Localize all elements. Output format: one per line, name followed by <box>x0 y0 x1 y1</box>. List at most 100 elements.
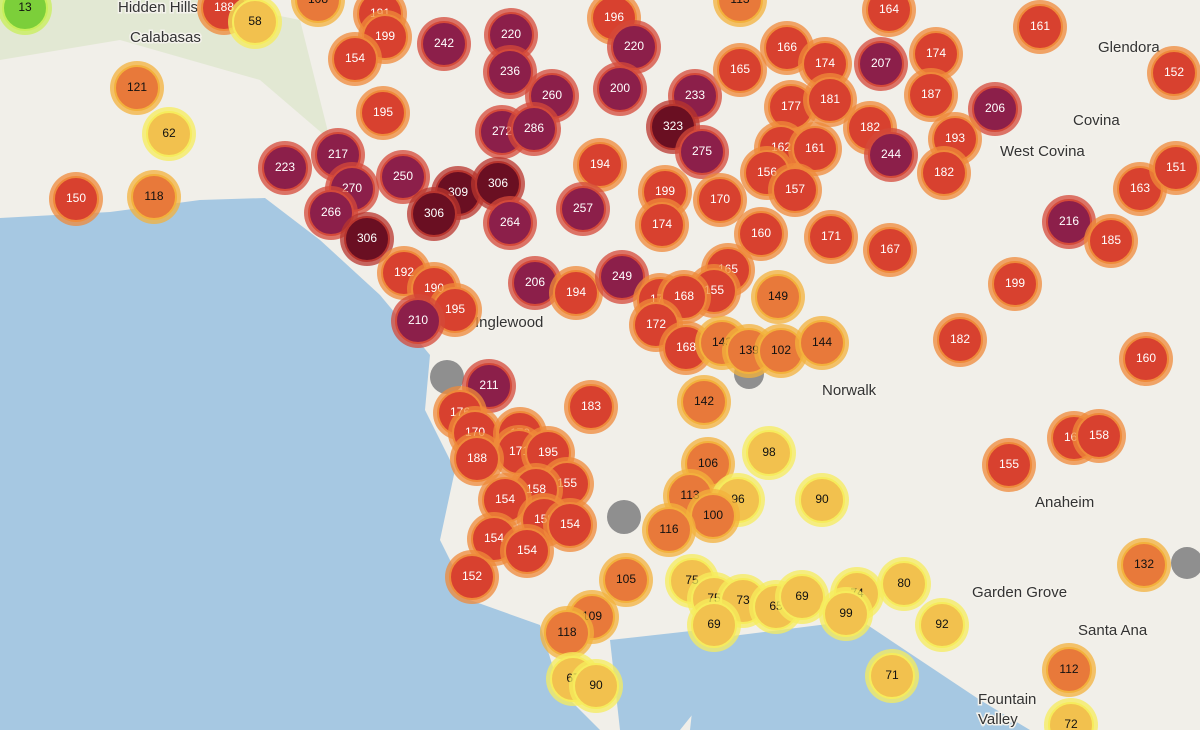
marker-circle <box>1046 199 1092 245</box>
marker-value: 220 <box>501 27 521 41</box>
aqi-marker: 100 <box>686 489 740 543</box>
marker-value: 163 <box>1130 181 1150 195</box>
aqi-marker: 13 <box>0 0 52 35</box>
marker-value: 236 <box>500 64 520 78</box>
marker-value: 286 <box>524 121 544 135</box>
marker-value: 207 <box>871 56 891 70</box>
marker-value: 168 <box>676 340 696 354</box>
marker-circle <box>232 0 278 45</box>
marker-value: 195 <box>373 105 393 119</box>
marker-circle <box>411 191 457 237</box>
marker-circle <box>53 176 99 222</box>
marker-value: 161 <box>805 141 825 155</box>
marker-circle <box>869 653 915 699</box>
marker-value: 171 <box>821 229 841 243</box>
marker-circle <box>919 602 965 648</box>
marker-value: 116 <box>659 522 678 536</box>
marker-circle <box>881 561 927 607</box>
marker-circle <box>573 663 619 709</box>
aqi-marker: 132 <box>1117 538 1171 592</box>
marker-circle <box>823 591 869 637</box>
marker-value: 260 <box>542 88 562 102</box>
place-label: Garden Grove <box>972 584 1067 601</box>
aqi-marker: 98 <box>742 426 796 480</box>
marker-value: 158 <box>526 482 546 496</box>
aqi-marker: 142 <box>677 375 731 429</box>
marker-value: 160 <box>751 226 771 240</box>
marker-value: 199 <box>375 29 395 43</box>
marker-value: 166 <box>777 40 797 54</box>
marker-circle <box>262 145 308 191</box>
marker-value: 62 <box>162 126 176 140</box>
marker-circle <box>131 174 177 220</box>
aqi-marker: 210 <box>391 294 445 348</box>
marker-circle <box>560 186 606 232</box>
marker-value: 249 <box>612 269 632 283</box>
aqi-marker: 183 <box>564 380 618 434</box>
aqi-marker: 160 <box>1119 332 1173 386</box>
aqi-marker: 62 <box>142 107 196 161</box>
aqi-marker: 90 <box>569 659 623 713</box>
aqi-marker: 69 <box>687 598 741 652</box>
aqi-marker: 116 <box>642 503 696 557</box>
marker-value: 98 <box>762 445 776 459</box>
no-data-marker <box>607 500 641 534</box>
aqi-marker: 250 <box>376 150 430 204</box>
marker-value: 200 <box>610 81 630 95</box>
aqi-marker: 244 <box>864 128 918 182</box>
aqi-marker: 188 <box>450 432 504 486</box>
marker-circle <box>921 150 967 196</box>
marker-value: 58 <box>248 14 262 28</box>
marker-circle <box>487 200 533 246</box>
marker-value: 165 <box>730 62 750 76</box>
marker-circle <box>799 320 845 366</box>
marker-value: 182 <box>934 165 954 179</box>
marker-circle <box>679 129 725 175</box>
marker-value: 154 <box>517 543 537 557</box>
marker-value: 100 <box>703 508 723 522</box>
marker-value: 199 <box>1005 276 1025 290</box>
marker-circle <box>577 142 623 188</box>
marker-value: 142 <box>694 394 714 408</box>
marker-value: 172 <box>646 317 666 331</box>
marker-circle <box>746 430 792 476</box>
marker-value: 154 <box>560 517 580 531</box>
place-label: Fountain Valley <box>978 691 1036 728</box>
marker-value: 155 <box>999 457 1019 471</box>
aqi-marker: 182 <box>917 146 971 200</box>
aqi-marker: 257 <box>556 182 610 236</box>
marker-value: 90 <box>815 492 829 506</box>
aqi-marker: 154 <box>500 524 554 578</box>
aqi-marker: 113 <box>713 0 767 27</box>
place-label: Santa Ana <box>1078 622 1148 639</box>
marker-value: 92 <box>935 617 949 631</box>
inactive-markers <box>430 359 1200 579</box>
aqi-marker: 160 <box>734 207 788 261</box>
aqi-marker: 150 <box>49 172 103 226</box>
marker-circle <box>772 167 818 213</box>
marker-value: 80 <box>897 576 911 590</box>
marker-value: 177 <box>781 99 801 113</box>
marker-value: 105 <box>616 572 636 586</box>
marker-circle <box>568 384 614 430</box>
marker-value: 306 <box>424 206 444 220</box>
place-label: Glendora <box>1098 39 1160 56</box>
marker-circle <box>937 317 983 363</box>
marker-value: 216 <box>1059 214 1079 228</box>
aqi-marker: 144 <box>795 316 849 370</box>
marker-circle <box>1048 702 1094 730</box>
marker-value: 323 <box>663 119 683 133</box>
marker-circle <box>421 21 467 67</box>
marker-value: 154 <box>495 492 515 506</box>
marker-circle <box>295 0 341 23</box>
aqi-marker: 105 <box>599 553 653 607</box>
marker-value: 183 <box>581 399 601 413</box>
aqi-marker: 167 <box>863 223 917 277</box>
marker-circle <box>866 0 912 33</box>
marker-circle <box>449 554 495 600</box>
marker-circle <box>858 41 904 87</box>
ocean-south <box>690 620 1030 730</box>
marker-value: 170 <box>710 192 730 206</box>
aqi-marker: 152 <box>445 550 499 604</box>
aqi-marker: 206 <box>968 82 1022 136</box>
